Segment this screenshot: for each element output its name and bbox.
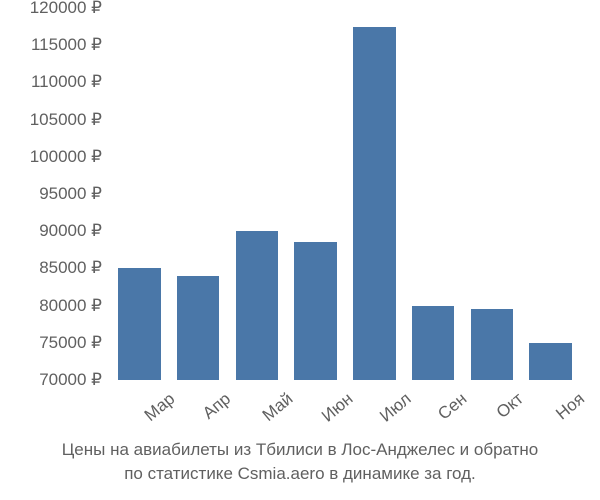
x-tick-label: Окт [493,389,528,423]
y-tick-label: 90000 ₽ [39,221,102,241]
x-tick-label: Апр [199,389,235,424]
y-tick-label: 105000 ₽ [30,110,102,130]
y-tick-label: 85000 ₽ [39,258,102,278]
y-tick-label: 100000 ₽ [30,147,102,167]
caption-line-1: Цены на авиабилеты из Тбилиси в Лос-Андж… [0,438,600,462]
chart-caption: Цены на авиабилеты из Тбилиси в Лос-Андж… [0,438,600,486]
chart-bar [353,27,395,380]
y-axis: 70000 ₽75000 ₽80000 ₽85000 ₽90000 ₽95000… [0,0,110,380]
x-axis: МарАпрМайИюнИюлСенОктНоя [110,385,580,435]
x-tick-label: Июн [318,389,357,426]
chart-bar [177,276,219,380]
y-tick-label: 70000 ₽ [39,370,102,390]
chart-bar [412,306,454,380]
chart-bar [236,231,278,380]
plot-area [110,8,580,380]
y-tick-label: 120000 ₽ [30,0,102,18]
y-tick-label: 115000 ₽ [31,35,102,55]
x-tick-label: Сен [434,389,471,424]
y-tick-label: 80000 ₽ [39,296,102,316]
y-tick-label: 95000 ₽ [39,184,102,204]
x-tick-label: Мар [141,389,179,426]
y-tick-label: 75000 ₽ [39,333,102,353]
chart-bar [294,242,336,380]
chart-bar [471,309,513,380]
chart-bar [529,343,571,380]
x-tick-label: Ноя [552,389,589,424]
bar-chart: 70000 ₽ 75000 ₽ 80000 ₽ 85000 ₽ 90000 ₽ 95000… [0,0,600,500]
chart-bar [118,268,160,380]
caption-line-2: по статистике Csmia.aero в динамике за г… [0,462,600,486]
y-tick-label: 110000 ₽ [31,72,102,92]
x-tick-label: Июл [376,389,415,427]
x-tick-label: Май [259,389,297,426]
